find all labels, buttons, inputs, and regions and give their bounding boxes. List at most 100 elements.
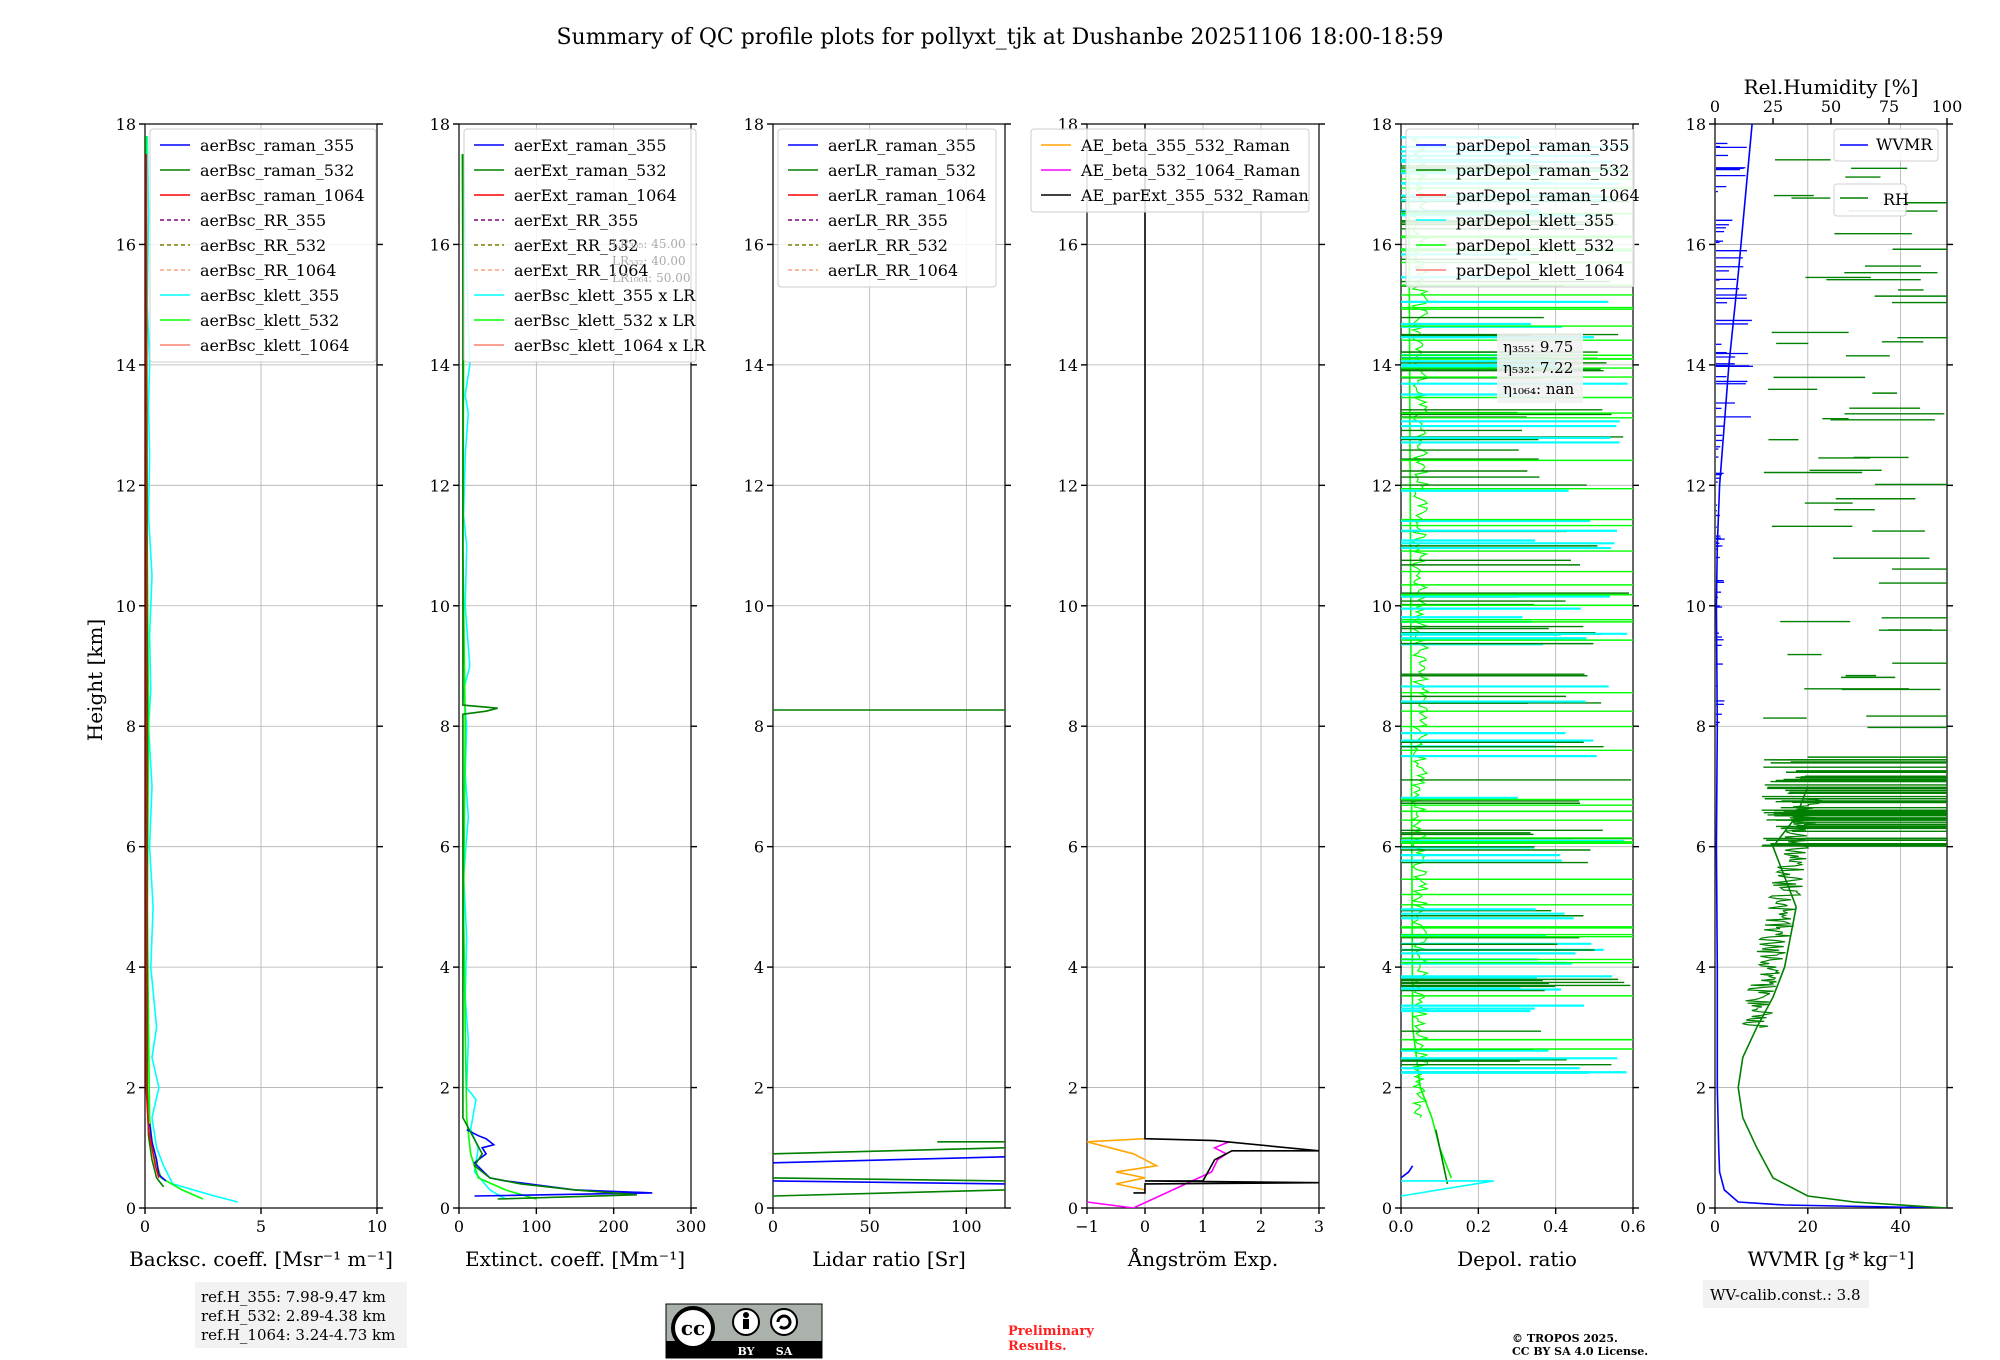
xtick-label: 50: [859, 1217, 879, 1236]
series-line-AE_beta_532_1064_Raman: [1087, 1141, 1230, 1208]
series-line-parDepol_klett_355: [1401, 1180, 1494, 1197]
ytick-label: 18: [1372, 115, 1392, 134]
copyright-line-2: CC BY SA 4.0 License.: [1512, 1345, 1648, 1358]
ytick-label: 18: [116, 115, 136, 134]
ytick-label: 0: [1696, 1199, 1706, 1218]
legend-label: aerBsc_klett_1064: [200, 336, 349, 355]
series-line-aerLR_raman_355: [773, 1180, 1005, 1185]
ytick-label: 14: [116, 356, 136, 375]
legend-box: [1405, 128, 1635, 288]
legend-label: aerExt_RR_355: [514, 211, 638, 230]
xtick-label: 0: [454, 1217, 464, 1236]
legend-label: aerBsc_RR_355: [200, 211, 326, 230]
ytick-label: 0: [440, 1199, 450, 1218]
xtick-label: 2: [1256, 1217, 1266, 1236]
legend-label: parDepol_raman_532: [1456, 161, 1629, 180]
legend-box: [463, 128, 697, 363]
legend-label: aerLR_raman_1064: [828, 186, 986, 205]
ytick-label: 2: [126, 1079, 136, 1098]
ytick-label: 16: [1686, 235, 1706, 254]
ytick-label: 0: [754, 1199, 764, 1218]
series-line-WVMR: [1715, 124, 1947, 1208]
preliminary-text-1: Preliminary: [1008, 1324, 1094, 1339]
ref-height-532: ref.H_532: 2.89-4.38 km: [201, 1307, 386, 1325]
legend-lr: aerLR_raman_355 aerLR_raman_532 aerLR_rama…: [777, 128, 997, 288]
ytick-label: 4: [1382, 958, 1392, 977]
ytick-label: 4: [1068, 958, 1078, 977]
xtick-label: 100: [951, 1217, 982, 1236]
cc-letters: cc: [681, 1316, 705, 1340]
ytick-label: 12: [1372, 476, 1392, 495]
by-icon-body: [743, 1319, 749, 1329]
top-xtick-label: 50: [1821, 97, 1841, 116]
legend-bsc: aerBsc_raman_355 aerBsc_raman_532 aerBsc_r…: [149, 128, 377, 363]
legend-label: parDepol_klett_532: [1456, 236, 1614, 255]
legend-label: aerExt_raman_532: [514, 161, 667, 180]
top-xtick-label: 0: [1710, 97, 1720, 116]
ytick-label: 10: [1686, 597, 1706, 616]
ytick-label: 16: [1058, 235, 1078, 254]
ytick-label: 18: [430, 115, 450, 134]
legend-label: RH: [1883, 190, 1909, 209]
legend-label: aerExt_raman_355: [514, 136, 667, 155]
ytick-label: 10: [744, 597, 764, 616]
legend-label: aerExt_RR_532: [514, 236, 638, 255]
x-axis-label: Backsc. coeff. [Msr⁻¹ m⁻¹]: [129, 1247, 393, 1271]
ytick-label: 6: [1068, 838, 1078, 857]
ref-height-355: ref.H_355: 7.98-9.47 km: [201, 1288, 386, 1306]
series-line-aerExt_raman_355: [466, 1128, 653, 1197]
lr-annotation: LR₃₅₅: 45.00: [612, 237, 686, 251]
series-line-aerBsc_klett_355: [146, 135, 239, 1203]
cc-license-logo: cc BY SA: [665, 1303, 823, 1359]
series-group-bsc: [145, 135, 239, 1203]
ytick-label: 8: [1068, 717, 1078, 736]
legend-ae: AE_beta_355_532_Raman AE_beta_532_1064_Ra…: [1030, 128, 1310, 213]
x-axis-label: Depol. ratio: [1457, 1247, 1577, 1271]
ytick-label: 8: [440, 717, 450, 736]
xtick-label: 0.0: [1388, 1217, 1413, 1236]
lr-annotation: LR₅₃₂: 40.00: [612, 254, 686, 268]
series-line-parDepol_raman_532: [1435, 1129, 1449, 1185]
ytick-label: 12: [1686, 476, 1706, 495]
preliminary-text-2: Results.: [1008, 1339, 1067, 1354]
ytick-label: 0: [1068, 1199, 1078, 1218]
ytick-label: 2: [440, 1079, 450, 1098]
ytick-label: 0: [1382, 1199, 1392, 1218]
ref-height-1064: ref.H_1064: 3.24-4.73 km: [201, 1326, 395, 1344]
legend-rh: RH: [1833, 183, 1909, 217]
ytick-label: 8: [754, 717, 764, 736]
legends-layer: aerBsc_raman_355 aerBsc_raman_532 aerBsc_r…: [149, 128, 1939, 403]
ytick-label: 8: [126, 717, 136, 736]
xtick-label: 1: [1198, 1217, 1208, 1236]
ytick-label: 6: [1696, 838, 1706, 857]
xtick-label: 20: [1798, 1217, 1818, 1236]
series-line-aerLR_raman_532: [773, 1189, 1005, 1197]
axes-frame: [772, 123, 1006, 1209]
xtick-label: 0.6: [1620, 1217, 1645, 1236]
legend-label: aerBsc_klett_532: [200, 311, 339, 330]
legend-label: aerBsc_RR_532: [200, 236, 326, 255]
panel-lr: 0 2 4 6 8 10 12 14 16 18 0 50 100 Lidar ratio [Sr]: [744, 115, 1011, 1271]
xtick-label: 100: [521, 1217, 552, 1236]
x-axis-label: Ångström Exp.: [1127, 1246, 1278, 1271]
top-xtick-label: 75: [1879, 97, 1899, 116]
legend-label: parDepol_raman_1064: [1456, 186, 1640, 205]
series-line-aerBsc_raman_1064: [145, 154, 160, 1179]
legend-box: [1030, 128, 1310, 213]
legend-label: aerBsc_klett_1064 x LR: [514, 336, 706, 355]
x-axis-label: Lidar ratio [Sr]: [812, 1247, 966, 1271]
ytick-label: 4: [440, 958, 450, 977]
legend-label: aerBsc_RR_1064: [200, 261, 336, 280]
xtick-label: 5: [256, 1217, 266, 1236]
xtick-label: 0.2: [1466, 1217, 1491, 1236]
ytick-label: 4: [754, 958, 764, 977]
ref-height-box: ref.H_355: 7.98-9.47 km ref.H_532: 2.89-…: [195, 1282, 407, 1348]
legend-ext: aerExt_raman_355 aerExt_raman_532 aerExt_r…: [463, 128, 706, 363]
ytick-label: 18: [744, 115, 764, 134]
x-axis-label: WVMR [g * kg⁻¹]: [1748, 1247, 1915, 1271]
ytick-label: 10: [1372, 597, 1392, 616]
x-axis-label: Extinct. coeff. [Mm⁻¹]: [465, 1247, 685, 1271]
